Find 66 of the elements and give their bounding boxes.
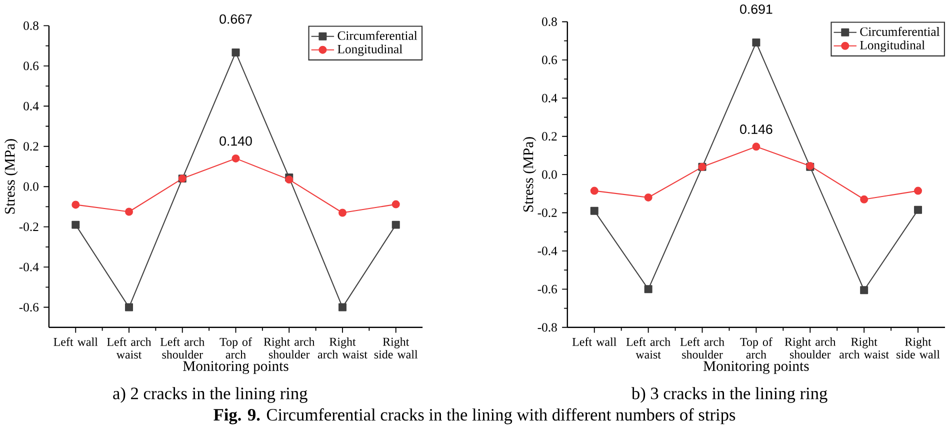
legend-label: Circumferential bbox=[338, 30, 418, 40]
y-tick-label: 0.0 bbox=[542, 170, 557, 179]
point bbox=[644, 193, 652, 202]
point bbox=[125, 303, 134, 312]
y-tick-label: -0.6 bbox=[19, 302, 39, 312]
y-tick-label: -0.4 bbox=[19, 262, 39, 272]
y-axis-title: Stress (MPa) bbox=[4, 139, 18, 214]
y-axis-title: Stress (MPa) bbox=[522, 137, 536, 212]
x-tick-label: Right arch shoulder bbox=[784, 337, 836, 358]
point bbox=[860, 286, 868, 294]
point bbox=[392, 200, 400, 208]
x-axis-title: Monitoring points bbox=[183, 360, 288, 374]
x-tick-label: Left arch shoulder bbox=[160, 337, 205, 359]
y-tick-label: 0.2 bbox=[24, 142, 38, 151]
point bbox=[914, 186, 922, 195]
point bbox=[72, 200, 80, 209]
y-tick-label: 0.2 bbox=[542, 132, 557, 141]
x-tick-label: Left arch waist bbox=[107, 337, 152, 359]
data-label: 0.667 bbox=[220, 14, 252, 24]
point bbox=[392, 220, 400, 229]
point bbox=[752, 38, 760, 46]
legend-label: Longitudinal bbox=[338, 44, 402, 56]
y-tick-label: 0.4 bbox=[24, 102, 39, 110]
x-tick-label: Right arch waist bbox=[318, 337, 368, 358]
y-tick-label: 0.8 bbox=[24, 21, 38, 30]
data-label: 0.691 bbox=[740, 4, 772, 14]
x-axis-title: Monitoring points bbox=[704, 360, 809, 374]
y-tick-label: 0.8 bbox=[542, 17, 557, 26]
x-tick-label: Top of arch bbox=[220, 337, 252, 359]
y-tick-label: 0.6 bbox=[542, 56, 557, 64]
text: Fig. 9. Circumferential cracks in the lining with different numbers of strips bbox=[214, 408, 736, 424]
point bbox=[232, 154, 240, 162]
y-tick-label: -0.4 bbox=[538, 246, 558, 256]
x-tick-label: Right arch shoulder bbox=[264, 337, 315, 358]
point bbox=[72, 220, 80, 229]
x-tick-label: Left arch waist bbox=[626, 337, 670, 359]
y-tick-label: -0.2 bbox=[19, 222, 38, 232]
point bbox=[125, 208, 134, 216]
y-tick-label: 0.0 bbox=[24, 182, 38, 191]
text: a) 2 cracks in the lining ring bbox=[113, 386, 308, 403]
point bbox=[232, 48, 240, 56]
y-tick-label: 0.6 bbox=[24, 62, 39, 70]
point bbox=[338, 208, 346, 217]
data-label: 0.146 bbox=[740, 124, 772, 134]
text: b) 3 cracks in the lining ring bbox=[631, 386, 828, 403]
x-tick-label: Left wall bbox=[54, 337, 98, 346]
point bbox=[860, 195, 868, 204]
legend-label: Circumferential bbox=[860, 26, 940, 36]
data-label: 0.140 bbox=[220, 136, 252, 146]
y-tick-label: 0.4 bbox=[542, 94, 558, 102]
x-tick-label: Right arch waist bbox=[840, 337, 889, 358]
x-tick-label: Top of arch bbox=[740, 337, 772, 359]
legend-label: Longitudinal bbox=[860, 40, 925, 52]
x-tick-label: Right side wall bbox=[374, 337, 418, 358]
point bbox=[590, 206, 598, 215]
point bbox=[590, 186, 598, 195]
point bbox=[644, 285, 652, 294]
y-tick-label: -0.2 bbox=[538, 208, 557, 217]
point bbox=[338, 303, 346, 312]
x-tick-label: Left arch shoulder bbox=[680, 337, 724, 359]
x-tick-label: Left wall bbox=[572, 337, 616, 346]
x-tick-label: Right side wall bbox=[896, 337, 940, 358]
y-tick-label: -0.8 bbox=[538, 322, 557, 332]
y-tick-label: -0.6 bbox=[538, 284, 557, 294]
point bbox=[752, 142, 760, 151]
point bbox=[914, 206, 922, 214]
